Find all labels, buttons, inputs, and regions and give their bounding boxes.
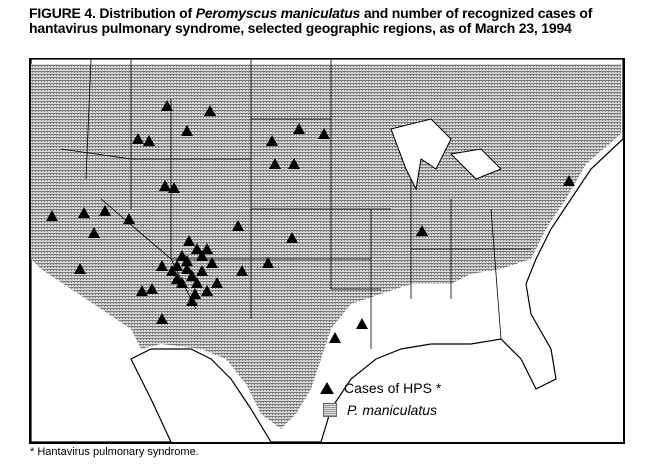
case-marker — [186, 270, 198, 281]
case-marker — [191, 277, 203, 288]
case-marker — [293, 123, 305, 134]
case-marker — [236, 265, 248, 276]
case-marker — [88, 227, 100, 238]
case-marker — [46, 210, 58, 221]
case-marker — [196, 250, 208, 261]
map-svg — [31, 59, 623, 442]
case-marker — [211, 277, 223, 288]
case-marker — [181, 263, 193, 274]
case-marker — [123, 213, 135, 224]
title-text-end: and number of recognized cases of hantav… — [29, 5, 593, 36]
state-borders — [60, 59, 531, 349]
case-marker — [146, 283, 158, 294]
legend-item-cases: Cases of HPS * — [320, 377, 441, 399]
case-marker — [288, 158, 300, 169]
case-marker — [356, 318, 368, 329]
footnote: * Hantavirus pulmonary syndrome. — [30, 446, 199, 458]
case-marker — [171, 273, 183, 284]
title-text: FIGURE 4. Distribution of — [29, 5, 196, 21]
case-marker — [161, 100, 173, 111]
figure-title: FIGURE 4. Distribution of Peromyscus man… — [29, 6, 629, 36]
legend-label-species: P. maniculatus — [347, 402, 438, 418]
case-marker — [136, 285, 148, 296]
case-marker — [181, 125, 193, 136]
case-marker — [191, 243, 203, 254]
case-marker — [318, 128, 330, 139]
great-lakes — [390, 118, 502, 191]
title-species: Peromyscus maniculatus — [195, 5, 361, 21]
case-marker — [204, 105, 216, 116]
case-marker — [78, 207, 90, 218]
case-marker — [156, 260, 168, 271]
case-marker — [132, 133, 144, 144]
legend: Cases of HPS * P. maniculatus — [320, 377, 441, 421]
case-marker — [416, 225, 428, 236]
case-marker — [156, 313, 168, 324]
case-marker — [232, 220, 244, 231]
case-marker — [99, 205, 111, 216]
case-marker — [563, 175, 575, 186]
case-marker — [266, 135, 278, 146]
case-marker — [186, 295, 198, 306]
triangle-icon — [320, 382, 334, 394]
case-marker — [168, 182, 180, 193]
case-marker — [74, 263, 86, 274]
legend-label-cases: Cases of HPS * — [344, 380, 442, 396]
case-marker — [183, 235, 195, 246]
case-marker — [176, 250, 188, 261]
case-marker — [201, 243, 213, 254]
case-markers — [46, 100, 575, 343]
case-marker — [269, 158, 281, 169]
case-marker — [262, 257, 274, 268]
case-marker — [196, 265, 208, 276]
case-marker — [181, 255, 193, 266]
case-marker — [189, 288, 201, 299]
case-marker — [329, 332, 341, 343]
case-marker — [159, 180, 171, 191]
case-marker — [201, 285, 213, 296]
case-marker — [286, 232, 298, 243]
case-marker — [143, 135, 155, 146]
legend-item-species: P. maniculatus — [320, 399, 441, 421]
stipple-swatch-icon — [323, 403, 337, 417]
case-marker — [171, 260, 183, 271]
map — [29, 58, 625, 444]
case-marker — [206, 257, 218, 268]
